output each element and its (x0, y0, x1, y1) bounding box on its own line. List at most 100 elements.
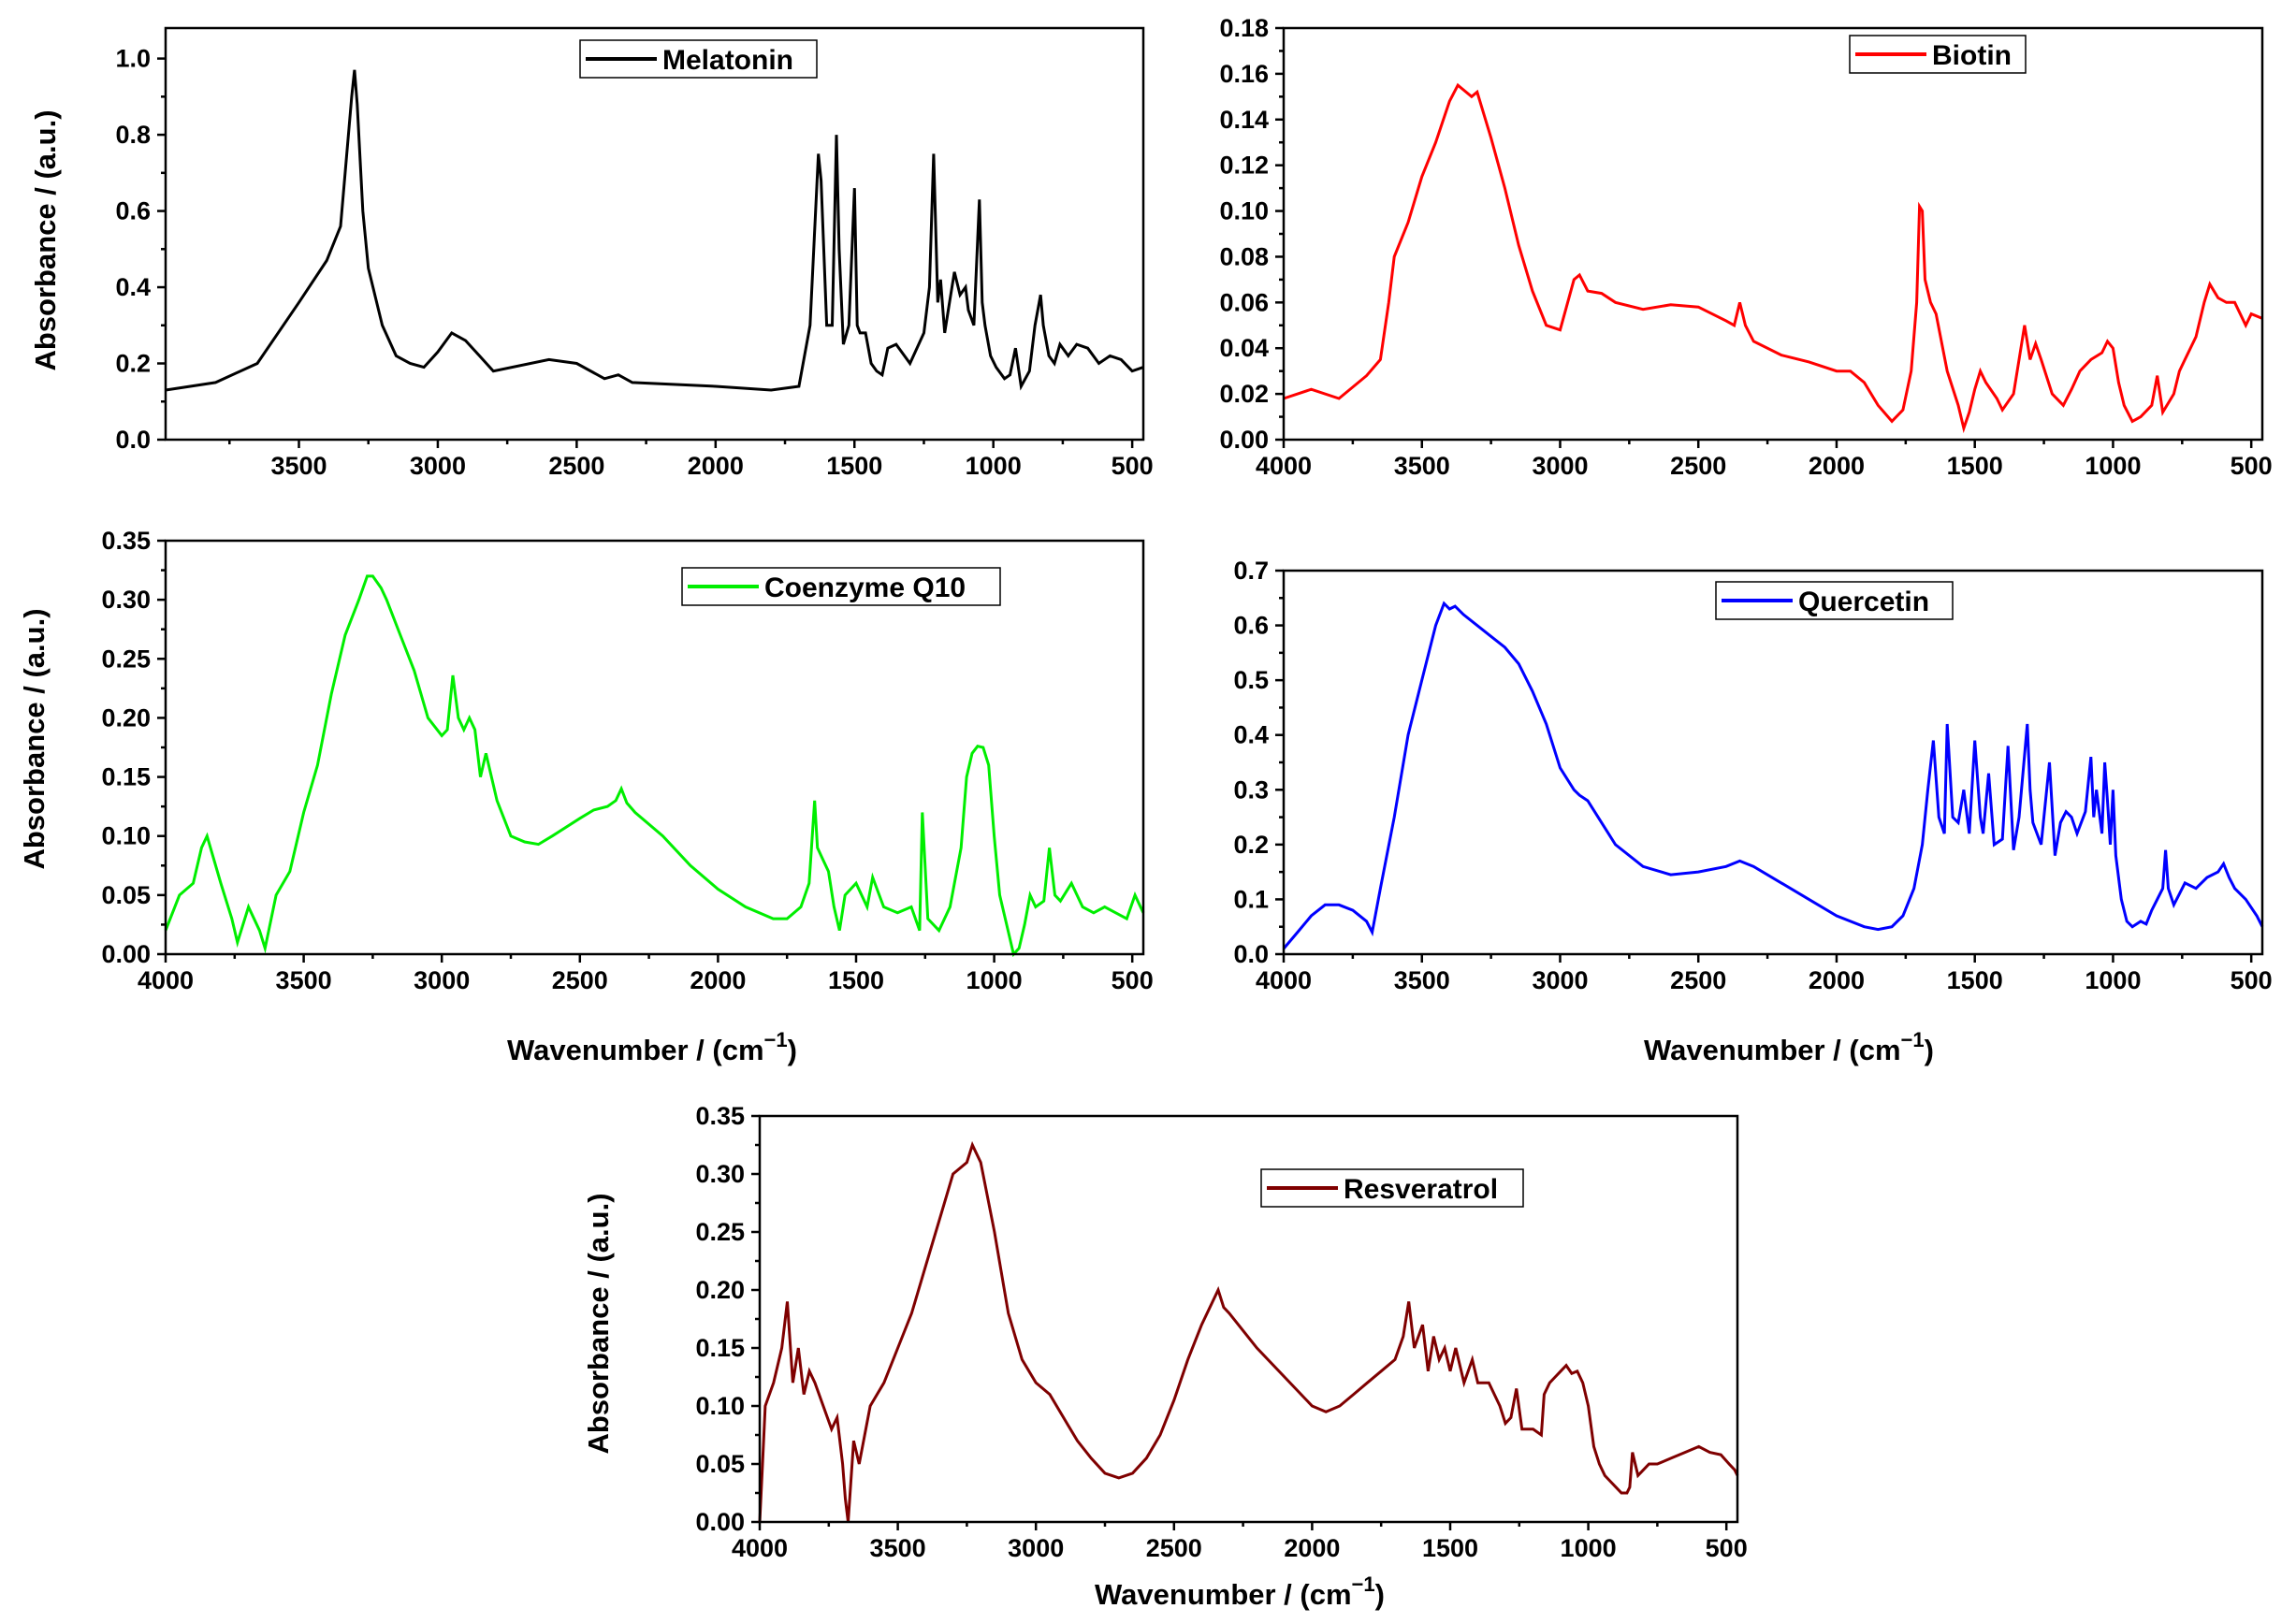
biotin-legend-label: Biotin (1932, 40, 2012, 71)
resveratrol-x-tick-label: 4000 (732, 1534, 788, 1562)
melatonin-x-tick-label: 1500 (826, 452, 882, 480)
biotin-x-tick-label: 4000 (1256, 452, 1312, 480)
coq10-x-tick-label: 4000 (138, 966, 194, 994)
melatonin-legend: Melatonin (579, 39, 818, 79)
resveratrol-y-tick-label: 0.30 (695, 1160, 745, 1188)
quercetin-x-axis-title: Wavenumber / (cm−1) (1644, 1028, 1934, 1066)
resveratrol-legend-label: Resveratrol (1344, 1174, 1498, 1205)
resveratrol-axes: 4000 3500 3000 2500 2000 1500 1000 500 0.00 0.05 0… (695, 1102, 1747, 1562)
panel-coenzyme-q10: 4000 3500 3000 2500 2000 1500 1000 500 0.00 0.05 0… (101, 527, 1153, 994)
panel-quercetin: 4000 3500 3000 2500 2000 1500 1000 500 0.0 0.1 0.2… (1233, 557, 2272, 994)
melatonin-y-tick-label: 0.6 (115, 197, 151, 225)
biotin-x-tick-label: 2000 (1809, 452, 1865, 480)
coq10-x-tick-label: 2000 (690, 966, 746, 994)
coq10-y-axis-title: Absorbance / (a.u.) (18, 608, 51, 869)
quercetin-axes: 4000 3500 3000 2500 2000 1500 1000 500 0.0 0.1 0.2… (1233, 557, 2272, 994)
melatonin-x-tick-label: 2000 (688, 452, 744, 480)
coq10-x-tick-label: 2500 (552, 966, 608, 994)
coq10-x-axis-title-main: Wavenumber / (cm (507, 1034, 763, 1066)
melatonin-y-tick-label: 0.0 (115, 426, 151, 454)
biotin-y-tick-label: 0.16 (1219, 60, 1269, 88)
melatonin-y-axis-title: Absorbance / (a.u.) (29, 109, 62, 370)
quercetin-x-tick-label: 500 (2231, 966, 2273, 994)
quercetin-legend-label: Quercetin (1798, 587, 1929, 617)
quercetin-y-tick-label: 0.0 (1233, 940, 1269, 968)
quercetin-y-tick-label: 0.7 (1233, 557, 1269, 585)
coq10-x-tick-label: 3500 (276, 966, 332, 994)
coq10-y-tick-label: 0.25 (101, 645, 151, 673)
quercetin-spectrum-line (1282, 601, 2264, 950)
resveratrol-x-tick-label: 3500 (870, 1534, 926, 1562)
quercetin-x-axis-title-exp: −1 (1901, 1028, 1925, 1051)
resveratrol-y-axis-title: Absorbance / (a.u.) (582, 1193, 615, 1454)
coq10-x-axis-title-close: ) (788, 1034, 797, 1066)
coq10-legend: Coenzyme Q10 (681, 567, 1001, 606)
coq10-y-tick-label: 0.15 (101, 763, 151, 791)
biotin-legend: Biotin (1849, 35, 2027, 74)
coq10-axes: 4000 3500 3000 2500 2000 1500 1000 500 0.00 0.05 0… (101, 527, 1153, 994)
quercetin-x-tick-label: 1500 (1947, 966, 2003, 994)
coq10-x-axis-title-exp: −1 (764, 1028, 788, 1051)
panel-resveratrol: 4000 3500 3000 2500 2000 1500 1000 500 0.00 0.05 0… (695, 1102, 1747, 1562)
biotin-y-tick-label: 0.04 (1219, 334, 1269, 362)
melatonin-x-tick-label: 3000 (410, 452, 466, 480)
resveratrol-y-tick-label: 0.20 (695, 1276, 745, 1304)
resveratrol-x-tick-label: 500 (1706, 1534, 1748, 1562)
quercetin-x-tick-label: 2000 (1809, 966, 1865, 994)
resveratrol-x-tick-label: 3000 (1008, 1534, 1064, 1562)
quercetin-x-tick-label: 1000 (2085, 966, 2141, 994)
quercetin-y-tick-label: 0.4 (1233, 721, 1269, 749)
coq10-plot-frame (164, 539, 1145, 956)
biotin-y-tick-label: 0.08 (1219, 242, 1269, 270)
resveratrol-y-tick-label: 0.05 (695, 1450, 745, 1478)
coq10-x-tick-label: 3000 (414, 966, 470, 994)
melatonin-spectrum-line (165, 69, 1144, 392)
biotin-axes: 4000 3500 3000 2500 2000 1500 1000 500 0.00 0.02 0… (1219, 14, 2272, 480)
biotin-x-tick-label: 500 (2231, 452, 2273, 480)
biotin-y-tick-label: 0.12 (1219, 152, 1269, 180)
resveratrol-y-tick-label: 0.15 (695, 1334, 745, 1362)
quercetin-plot-frame (1282, 569, 2264, 956)
quercetin-y-tick-label: 0.1 (1233, 885, 1269, 913)
resveratrol-y-tick-label: 0.10 (695, 1392, 745, 1420)
melatonin-y-tick-label: 0.2 (115, 350, 151, 378)
resveratrol-spectrum-line (758, 1140, 1739, 1523)
biotin-y-tick-label: 0.00 (1219, 426, 1269, 454)
resveratrol-x-axis-title: Wavenumber / (cm−1) (1095, 1572, 1385, 1611)
melatonin-y-tick-label: 1.0 (115, 45, 151, 73)
biotin-y-tick-label: 0.06 (1219, 288, 1269, 316)
coq10-y-tick-label: 0.10 (101, 822, 151, 850)
coq10-x-tick-label: 1000 (966, 966, 1023, 994)
melatonin-y-tick-label: 0.4 (115, 273, 151, 301)
biotin-x-tick-label: 2500 (1670, 452, 1726, 480)
resveratrol-plot-frame (758, 1114, 1739, 1524)
quercetin-y-tick-label: 0.6 (1233, 612, 1269, 640)
resveratrol-y-tick-label: 0.35 (695, 1102, 745, 1130)
biotin-spectrum-line (1283, 82, 2263, 434)
coq10-y-tick-label: 0.20 (101, 703, 151, 732)
resveratrol-x-tick-label: 1500 (1422, 1534, 1478, 1562)
melatonin-x-tick-label: 3500 (270, 452, 327, 480)
coq10-x-tick-label: 1500 (828, 966, 884, 994)
melatonin-plot-frame (164, 26, 1145, 442)
quercetin-x-tick-label: 3000 (1532, 966, 1588, 994)
quercetin-x-tick-label: 4000 (1256, 966, 1312, 994)
resveratrol-x-axis-title-close: ) (1375, 1578, 1385, 1611)
coq10-y-tick-label: 0.05 (101, 881, 151, 909)
melatonin-x-tick-label: 1000 (966, 452, 1022, 480)
coq10-y-tick-label: 0.00 (101, 940, 151, 968)
quercetin-y-tick-label: 0.5 (1233, 666, 1269, 694)
panel-biotin: 4000 3500 3000 2500 2000 1500 1000 500 0.00 0.02 0… (1219, 14, 2272, 480)
resveratrol-legend: Resveratrol (1260, 1168, 1524, 1208)
coq10-x-axis-title: Wavenumber / (cm−1) (507, 1028, 797, 1066)
quercetin-legend: Quercetin (1715, 581, 1954, 620)
biotin-y-tick-label: 0.02 (1219, 380, 1269, 408)
biotin-x-tick-label: 1000 (2085, 452, 2141, 480)
resveratrol-x-tick-label: 1000 (1561, 1534, 1617, 1562)
resveratrol-x-axis-title-exp: −1 (1352, 1572, 1375, 1596)
melatonin-x-tick-label: 500 (1112, 452, 1154, 480)
quercetin-x-tick-label: 3500 (1394, 966, 1450, 994)
quercetin-y-tick-label: 0.3 (1233, 775, 1269, 804)
biotin-x-tick-label: 3000 (1532, 452, 1588, 480)
